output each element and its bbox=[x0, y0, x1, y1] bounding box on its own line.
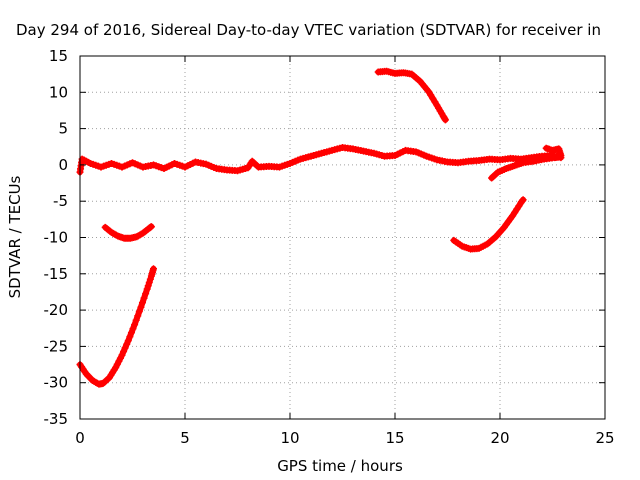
y-tick-label: -20 bbox=[44, 301, 69, 319]
x-tick-label: 5 bbox=[180, 429, 190, 447]
y-tick-label: -35 bbox=[44, 410, 69, 428]
x-tick-label: 25 bbox=[595, 429, 614, 447]
data-point-marker bbox=[113, 360, 121, 368]
data-point-marker bbox=[132, 316, 140, 324]
data-point-marker bbox=[124, 337, 132, 345]
data-point-marker bbox=[140, 294, 148, 302]
data-point-marker bbox=[127, 329, 135, 337]
data-point-marker bbox=[150, 265, 157, 273]
data-point-marker bbox=[519, 196, 527, 204]
y-axis-label: SDTVAR / TECUs bbox=[6, 175, 24, 298]
data-point-marker bbox=[147, 223, 155, 231]
y-tick-label: 0 bbox=[58, 156, 68, 174]
chart-title: Day 294 of 2016, Sidereal Day-to-day VTE… bbox=[16, 21, 601, 39]
x-tick-label: 0 bbox=[75, 429, 85, 447]
data-point-marker bbox=[492, 170, 500, 178]
x-axis-label: GPS time / hours bbox=[277, 457, 403, 475]
data-point-marker bbox=[121, 344, 129, 352]
data-point-marker bbox=[135, 308, 143, 316]
y-tick-label: -5 bbox=[53, 192, 68, 210]
y-tick-label: -15 bbox=[44, 265, 69, 283]
y-tick-label: -25 bbox=[44, 337, 69, 355]
data-point-marker bbox=[142, 290, 150, 298]
data-point-marker bbox=[137, 303, 145, 311]
y-tick-label: -10 bbox=[44, 229, 69, 247]
data-point-marker bbox=[115, 357, 123, 365]
y-tick-label: 10 bbox=[49, 83, 68, 101]
data-point-marker bbox=[120, 347, 128, 355]
y-tick-label: 5 bbox=[58, 120, 68, 138]
data-point-marker bbox=[131, 321, 139, 329]
data-point-marker bbox=[253, 162, 261, 170]
y-tick-label: -30 bbox=[44, 374, 69, 392]
data-point-marker bbox=[123, 340, 131, 348]
data-point-marker bbox=[116, 354, 124, 362]
data-point-marker bbox=[144, 282, 152, 290]
data-point-marker bbox=[118, 351, 126, 359]
data-point-marker bbox=[555, 153, 563, 161]
data-point-marker bbox=[104, 375, 112, 383]
x-tick-label: 20 bbox=[490, 429, 509, 447]
data-point-marker bbox=[441, 116, 449, 124]
data-points bbox=[76, 67, 565, 388]
data-point-marker bbox=[112, 231, 120, 239]
data-point-marker bbox=[138, 299, 146, 307]
data-point-marker bbox=[129, 325, 137, 333]
data-point-marker bbox=[112, 363, 120, 371]
axis-ticks: 0 5 10 15 20 25 -35 -30 -25 -20 -15 -10 -5 0 5 10 15 bbox=[44, 47, 615, 447]
x-tick-label: 10 bbox=[280, 429, 299, 447]
y-tick-label: 15 bbox=[49, 47, 68, 65]
grid-lines bbox=[80, 56, 605, 419]
data-point-marker bbox=[146, 275, 154, 283]
x-tick-label: 15 bbox=[385, 429, 404, 447]
data-point-marker bbox=[134, 312, 142, 320]
data-point-marker bbox=[126, 333, 134, 341]
data-point-marker bbox=[145, 279, 153, 287]
data-point-marker bbox=[143, 285, 151, 293]
